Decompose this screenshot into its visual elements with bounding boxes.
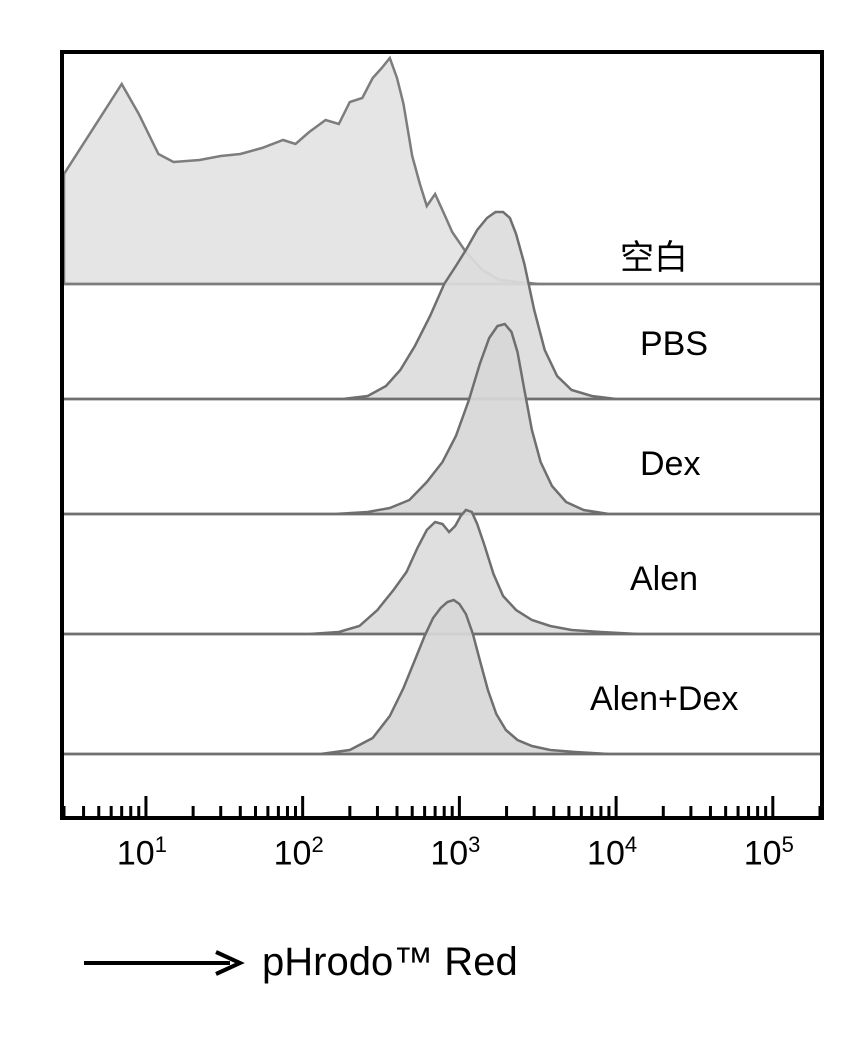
arrow-icon — [80, 948, 250, 978]
series-label: Alen — [630, 560, 698, 599]
x-axis-tick-label: 101 — [117, 832, 167, 873]
series-label: Dex — [640, 445, 700, 484]
x-axis-tick-label: 103 — [430, 832, 480, 873]
series-label: 空白 — [620, 230, 688, 279]
x-axis-tick-label: 105 — [744, 832, 794, 873]
series-label: Alen+Dex — [590, 680, 738, 719]
x-axis-tick-label: 102 — [274, 832, 324, 873]
x-axis-tick-label: 104 — [587, 832, 637, 873]
x-axis-title: pHrodo™ Red — [262, 940, 518, 985]
flow-cytometry-chart: 101 102 103 104 105 空白 PBS Dex Alen Alen+Dex pHr… — [20, 20, 844, 1020]
x-axis-title-row: pHrodo™ Red — [80, 940, 518, 985]
series-label: PBS — [640, 325, 708, 364]
